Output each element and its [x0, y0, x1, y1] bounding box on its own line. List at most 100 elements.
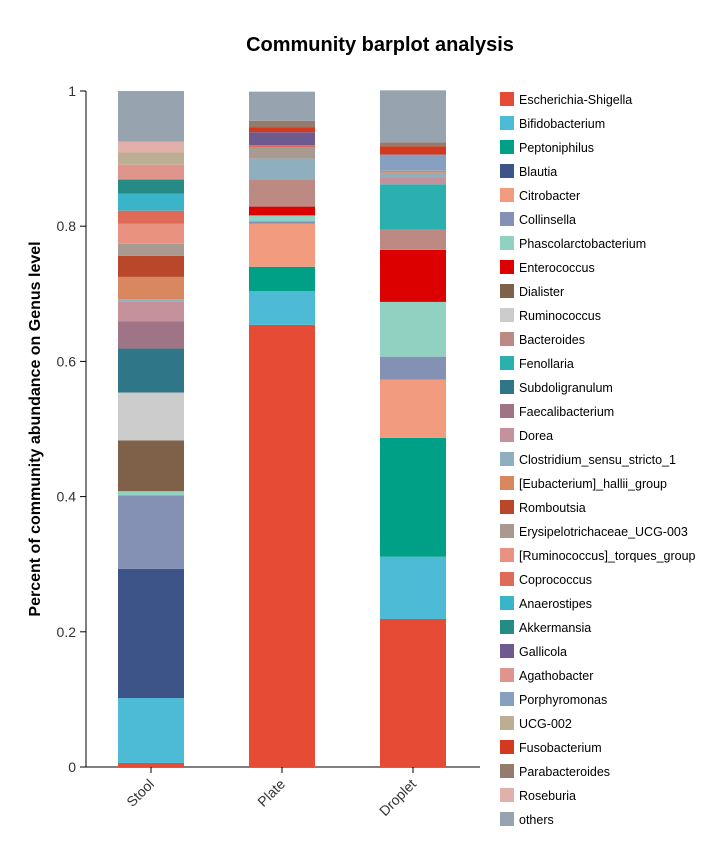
legend-item[interactable]: Dorea [500, 428, 553, 443]
bar-segment-stool-roseburia[interactable] [118, 141, 184, 153]
bar-segment-plate-collinsella[interactable] [249, 221, 315, 224]
legend-item[interactable]: Porphyromonas [500, 692, 607, 707]
legend-item[interactable]: Bacteroides [500, 332, 585, 347]
legend-swatch [500, 524, 514, 538]
bar-segment-plate-fusobacterium[interactable] [249, 127, 315, 133]
bar-segment-droplet-fusobacterium[interactable] [380, 146, 446, 155]
legend-item[interactable]: Enterococcus [500, 260, 595, 275]
bar-segment-plate-others[interactable] [249, 91, 315, 121]
bar-segment-stool-romboutsia[interactable] [118, 255, 184, 277]
bar-segment-droplet-porphyromonas[interactable] [380, 154, 446, 171]
bar-segment-droplet-eubacterium-hallii-group[interactable] [380, 170, 446, 173]
y-tick-label: 0.4 [57, 489, 77, 505]
bar-segment-stool-anaerostipes[interactable] [118, 193, 184, 211]
bar-segment-stool-ucg-002[interactable] [118, 152, 184, 165]
legend-item[interactable]: Escherichia-Shigella [500, 92, 632, 107]
legend-item[interactable]: Fusobacterium [500, 740, 602, 755]
legend-item[interactable]: Clostridium_sensu_stricto_1 [500, 452, 676, 467]
bar-segment-droplet-enterococcus[interactable] [380, 249, 446, 302]
legend-label: Fusobacterium [519, 741, 602, 755]
bar-segment-plate-clostridium-sensu-stricto-1[interactable] [249, 158, 315, 180]
bar-segment-stool-coprococcus[interactable] [118, 210, 184, 224]
bar-segment-stool-ruminococcus[interactable] [118, 392, 184, 441]
legend-item[interactable]: Gallicola [500, 644, 567, 659]
legend-label: Anaerostipes [519, 597, 592, 611]
legend-item[interactable]: Fenollaria [500, 356, 574, 371]
legend-item[interactable]: Collinsella [500, 212, 576, 227]
legend-item[interactable]: others [500, 812, 554, 827]
bar-segment-droplet-dorea[interactable] [380, 177, 446, 185]
bar-segment-plate-enterococcus[interactable] [249, 206, 315, 216]
legend-item[interactable]: Coprococcus [500, 572, 592, 587]
bar-segment-plate-gallicola[interactable] [249, 132, 315, 146]
bar-segment-stool-clostridium-sensu-stricto-1[interactable] [118, 299, 184, 302]
bar-segment-stool-subdoligranulum[interactable] [118, 348, 184, 393]
legend-swatch [500, 164, 514, 178]
y-tick-label: 0.2 [57, 624, 77, 640]
legend-item[interactable]: Anaerostipes [500, 596, 592, 611]
bar-segment-stool-dorea[interactable] [118, 301, 184, 322]
bar-segment-stool-akkermansia[interactable] [118, 179, 184, 194]
bar-segment-droplet-citrobacter[interactable] [380, 379, 446, 438]
legend-swatch [500, 236, 514, 250]
legend-item[interactable]: Phascolarctobacterium [500, 236, 646, 251]
legend-label: Subdoligranulum [519, 381, 613, 395]
legend-item[interactable]: Bifidobacterium [500, 116, 605, 131]
legend-label: Peptoniphilus [519, 141, 594, 155]
bar-segment-stool-phascolarctobacterium[interactable] [118, 491, 184, 496]
legend-item[interactable]: Dialister [500, 284, 564, 299]
legend-item[interactable]: Faecalibacterium [500, 404, 614, 419]
bar-segment-plate-phascolarctobacterium[interactable] [249, 215, 315, 222]
bar-segment-stool-ruminococcus-torques-group[interactable] [118, 223, 184, 244]
bar-segment-droplet-clostridium-sensu-stricto-1[interactable] [380, 172, 446, 178]
bar-segment-plate-peptoniphilus[interactable] [249, 266, 315, 292]
legend-swatch [500, 452, 514, 466]
bar-segment-stool-collinsella[interactable] [118, 495, 184, 569]
bar-segment-stool-escherichia-shigella[interactable] [118, 762, 184, 767]
bar-segment-stool-faecalibacterium[interactable] [118, 321, 184, 349]
bar-segment-plate-citrobacter[interactable] [249, 223, 315, 267]
bar-segment-plate-bacteroides[interactable] [249, 179, 315, 207]
legend-item[interactable]: Citrobacter [500, 188, 580, 203]
bar-segment-droplet-parabacteroides[interactable] [380, 142, 446, 147]
legend-item[interactable]: Subdoligranulum [500, 380, 613, 395]
bar-segment-stool-eubacterium-hallii-group[interactable] [118, 276, 184, 300]
bar-segment-plate-coprococcus[interactable] [249, 145, 315, 148]
legend-item[interactable]: Akkermansia [500, 620, 591, 635]
bar-segment-plate-parabacteroides[interactable] [249, 120, 315, 128]
bar-segment-stool-bifidobacterium[interactable] [118, 698, 184, 763]
bar-segment-stool-dialister[interactable] [118, 440, 184, 492]
bar-segment-droplet-phascolarctobacterium[interactable] [380, 301, 446, 357]
bar-segment-stool-blautia[interactable] [118, 568, 184, 699]
bar-segment-stool-others[interactable] [118, 91, 184, 142]
legend-item[interactable]: Romboutsia [500, 500, 586, 515]
legend-label: Clostridium_sensu_stricto_1 [519, 453, 676, 467]
bar-segment-stool-agathobacter[interactable] [118, 164, 184, 180]
bar-segment-droplet-collinsella[interactable] [380, 356, 446, 380]
legend-item[interactable]: Agathobacter [500, 668, 593, 683]
legend-item[interactable]: Blautia [500, 164, 557, 179]
bar-segment-droplet-escherichia-shigella[interactable] [380, 618, 446, 767]
bar-segment-droplet-others[interactable] [380, 90, 446, 143]
legend-item[interactable]: Erysipelotrichaceae_UCG-003 [500, 524, 688, 539]
legend-swatch [500, 548, 514, 562]
bar-segment-plate-bifidobacterium[interactable] [249, 291, 315, 325]
y-tick-label: 1 [68, 83, 76, 99]
legend-item[interactable]: [Ruminococcus]_torques_group [500, 548, 696, 563]
bar-segment-plate-erysipelotrichaceae-ucg-003[interactable] [249, 147, 315, 159]
bar-segment-droplet-fenollaria[interactable] [380, 184, 446, 230]
bar-segment-droplet-bifidobacterium[interactable] [380, 556, 446, 619]
bar-segment-stool-erysipelotrichaceae-ucg-003[interactable] [118, 243, 184, 256]
legend-item[interactable]: Peptoniphilus [500, 140, 594, 155]
legend-item[interactable]: Parabacteroides [500, 764, 610, 779]
legend-item[interactable]: Roseburia [500, 788, 576, 803]
bar-segment-droplet-peptoniphilus[interactable] [380, 437, 446, 557]
legend-item[interactable]: [Eubacterium]_hallii_group [500, 476, 667, 491]
bar-segment-droplet-bacteroides[interactable] [380, 229, 446, 250]
x-tick-label-plate: Plate [254, 776, 288, 810]
legend-label: Ruminococcus [519, 309, 601, 323]
legend-swatch [500, 332, 514, 346]
legend-item[interactable]: UCG-002 [500, 716, 572, 731]
legend-item[interactable]: Ruminococcus [500, 308, 601, 323]
bar-segment-plate-escherichia-shigella[interactable] [249, 324, 315, 767]
